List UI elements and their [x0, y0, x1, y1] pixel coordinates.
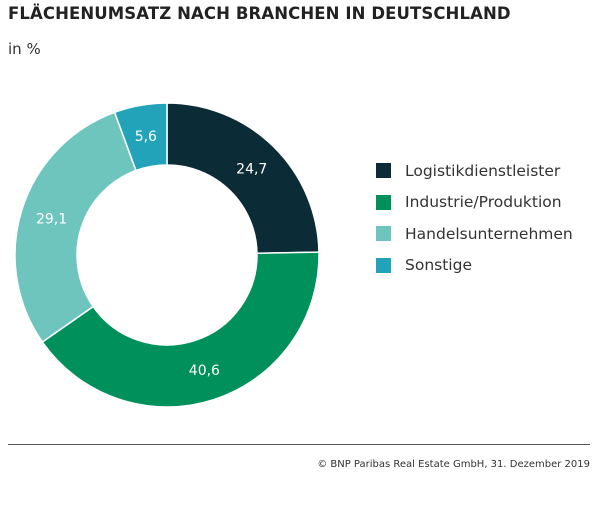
- legend-swatch: [376, 226, 391, 242]
- donut-slice-2: [14, 111, 137, 344]
- legend-label: Sonstige: [405, 256, 472, 275]
- legend-item-industrie: Industrie/Produktion: [376, 187, 573, 219]
- legend: Logistikdienstleister Industrie/Produkti…: [376, 155, 573, 281]
- donut-slice-3: [113, 102, 168, 172]
- legend-label: Handelsunternehmen: [405, 224, 573, 243]
- donut-slice-0: [166, 102, 320, 255]
- legend-label: Industrie/Produktion: [405, 193, 562, 212]
- donut-slice-1: [41, 251, 320, 408]
- data-label: 24,7: [236, 162, 267, 178]
- chart-subtitle: in %: [8, 40, 41, 58]
- data-label: 5,6: [135, 129, 157, 145]
- legend-item-sonstige: Sonstige: [376, 250, 573, 282]
- source-note: © BNP Paribas Real Estate GmbH, 31. Deze…: [317, 459, 590, 470]
- donut-chart: 24,7 40,6 29,1 5,6: [14, 102, 320, 408]
- data-label: 40,6: [189, 363, 220, 379]
- data-label: 29,1: [36, 212, 67, 228]
- legend-swatch: [376, 194, 391, 210]
- footer-divider: [8, 444, 590, 445]
- legend-item-logistik: Logistikdienstleister: [376, 155, 573, 187]
- legend-label: Logistikdienstleister: [405, 161, 561, 180]
- chart-title: FLÄCHENUMSATZ NACH BRANCHEN IN DEUTSCHLA…: [8, 4, 511, 23]
- legend-item-handel: Handelsunternehmen: [376, 218, 573, 250]
- legend-swatch: [376, 257, 391, 273]
- legend-swatch: [376, 163, 391, 179]
